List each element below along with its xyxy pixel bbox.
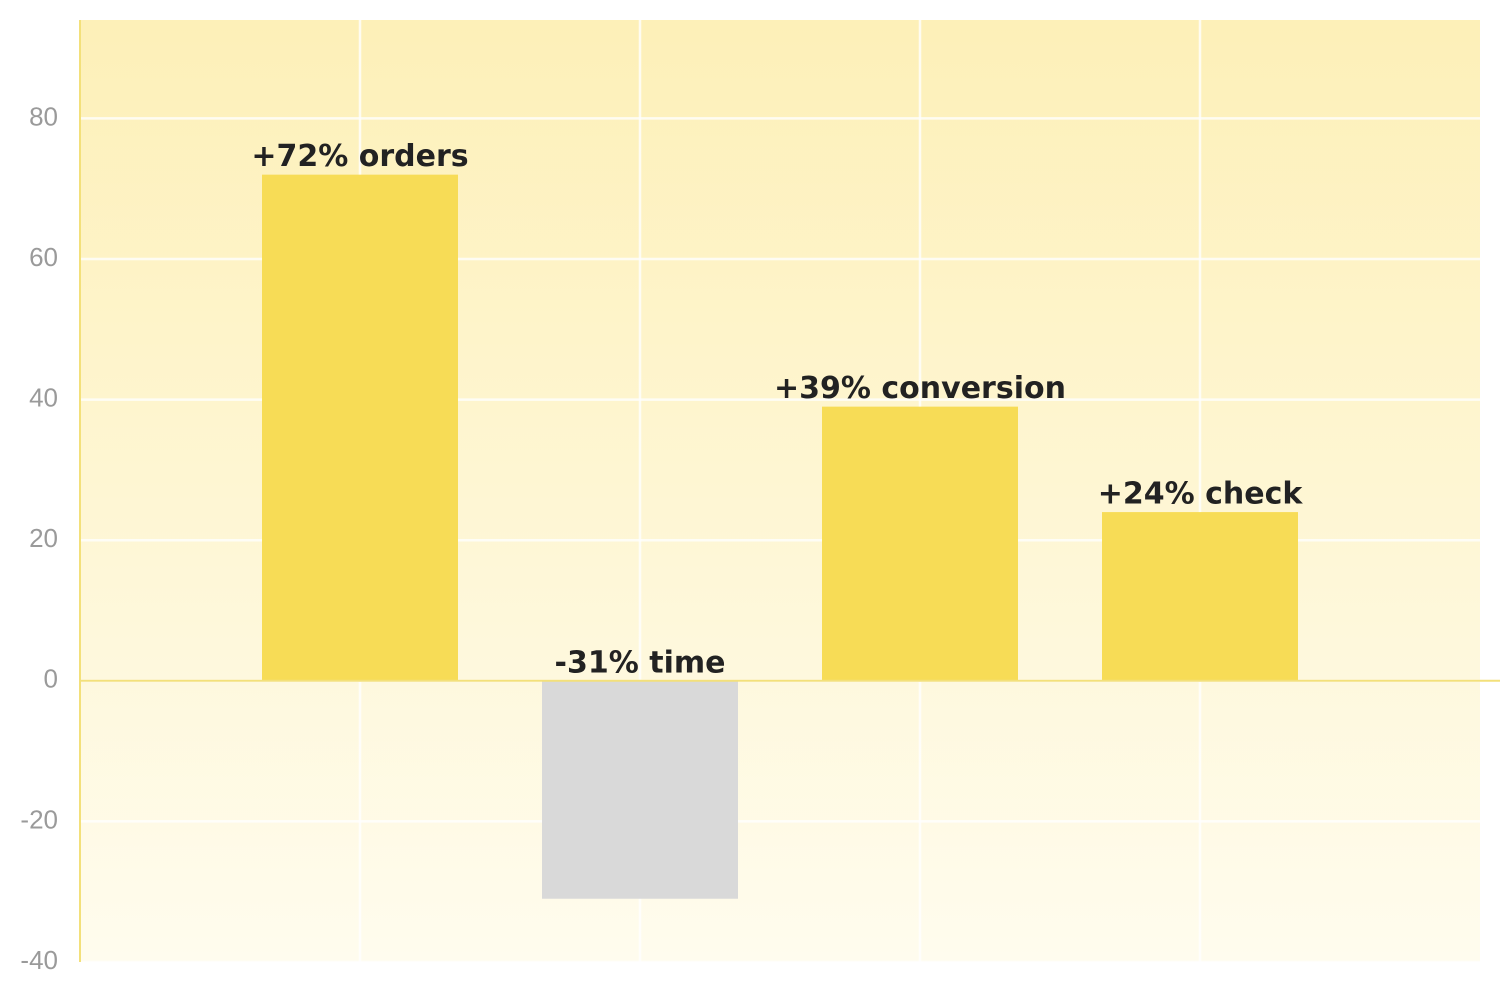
y-tick-label: 20 <box>29 523 58 553</box>
y-tick-label: 60 <box>29 242 58 272</box>
value-label: +24% check <box>1098 477 1304 512</box>
y-tick-label: 0 <box>44 664 58 694</box>
value-label: +72% orders <box>251 139 468 174</box>
value-label: -31% time <box>555 645 726 680</box>
y-tick-label: -40 <box>20 945 58 975</box>
bar <box>542 680 738 899</box>
value-label: +39% conversion <box>774 371 1066 406</box>
bar <box>262 174 458 681</box>
bar <box>822 406 1018 681</box>
bar <box>1102 512 1298 681</box>
y-tick-label: -20 <box>20 804 58 834</box>
y-tick-label: 40 <box>29 382 58 412</box>
y-tick-label: 80 <box>29 101 58 131</box>
